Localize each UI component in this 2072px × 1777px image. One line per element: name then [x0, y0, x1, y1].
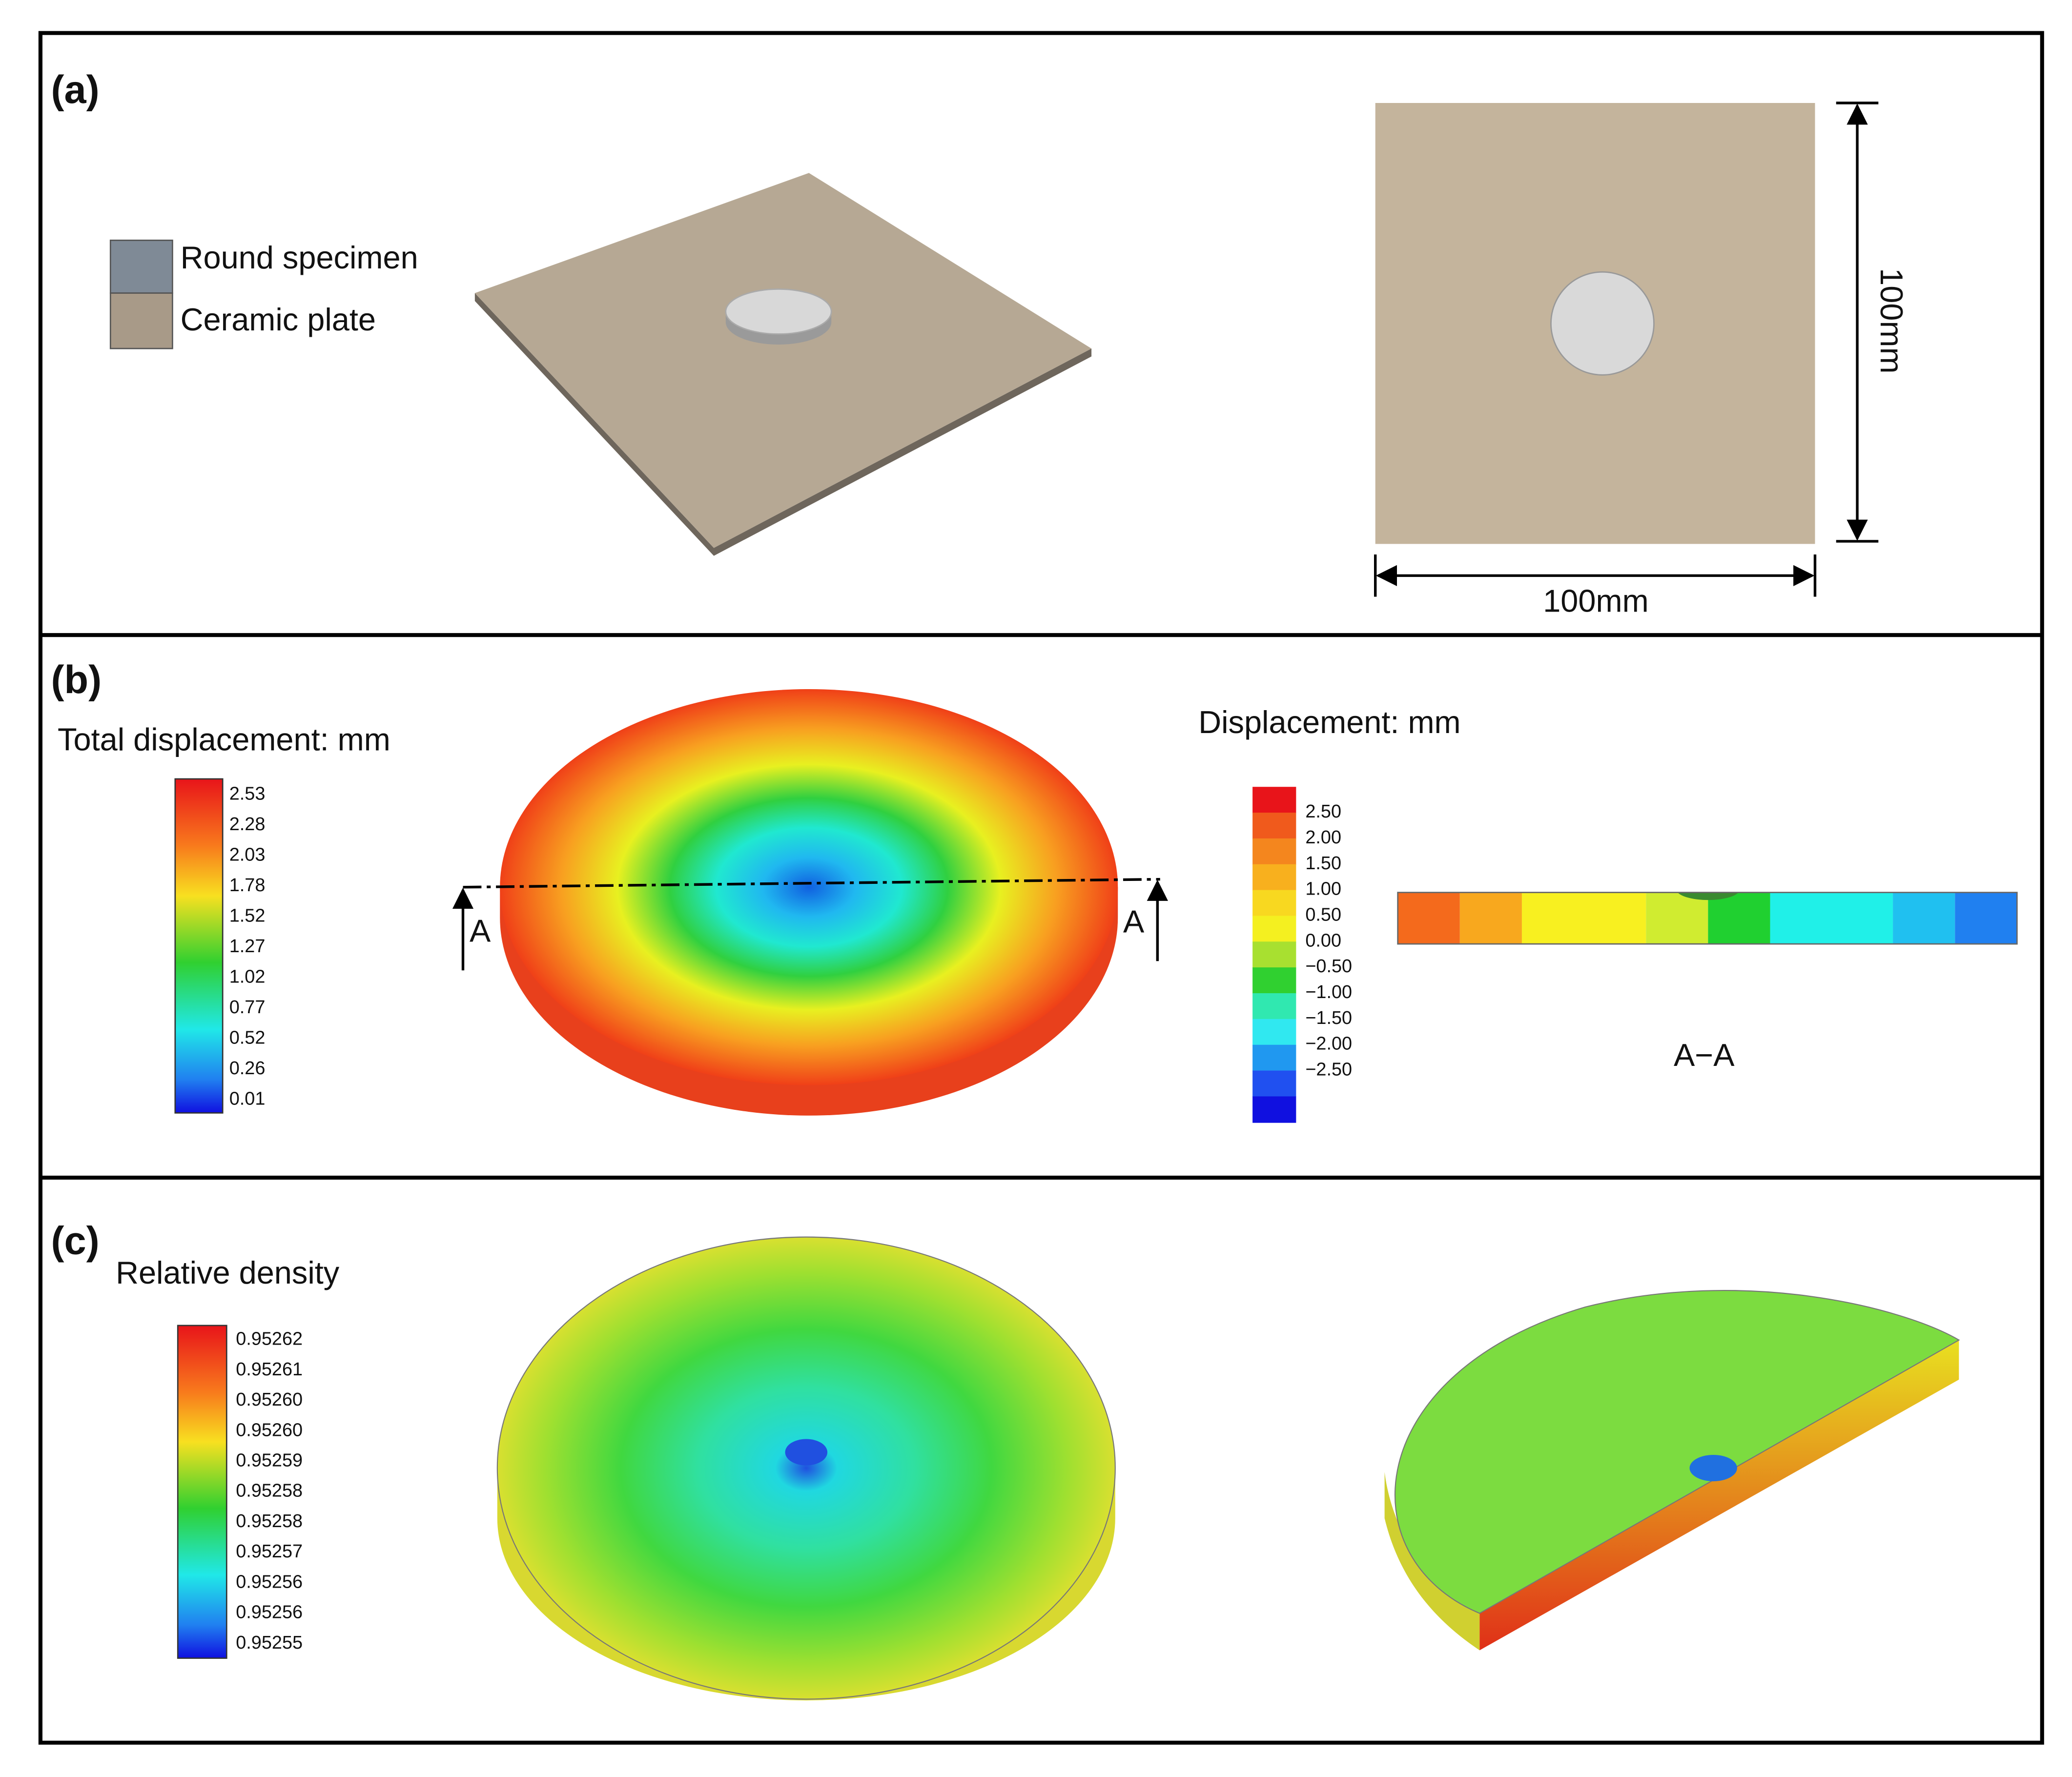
colorbar-block	[1252, 1044, 1296, 1071]
colorbar-block	[1252, 813, 1296, 839]
colorbar-tick-label: 1.50	[1305, 853, 1341, 874]
half-disk-top	[1394, 1290, 1960, 1614]
colorbar-block	[1252, 864, 1296, 891]
colorbar-tick-label: −0.50	[1305, 956, 1352, 977]
colorbar-block	[1252, 993, 1296, 1020]
colorbar-tick-label: 0.95256	[236, 1602, 303, 1623]
colorbar-title: Relative density	[116, 1255, 340, 1290]
colorbar-tick-label: 2.28	[229, 814, 266, 835]
colorbar-tick-label: 0.01	[229, 1088, 266, 1109]
legend-swatch	[109, 292, 173, 349]
width-label: 100mm	[1543, 583, 1648, 618]
colorbar-block	[1252, 890, 1296, 917]
colorbar-tick-label: 1.27	[229, 936, 266, 957]
half-disk-cut	[1479, 1340, 1959, 1651]
colorbar-tick-label: 0.95259	[236, 1450, 303, 1471]
colorbar-tick-label: 0.95262	[236, 1329, 303, 1349]
section-view	[1397, 892, 2018, 945]
colorbar-tick-label: 0.52	[229, 1027, 266, 1048]
section-marker: A	[1123, 904, 1145, 940]
colorbar-tick-label: −1.50	[1305, 1008, 1352, 1028]
disk-top	[496, 1236, 1116, 1700]
legend-label: Ceramic plate	[181, 302, 376, 337]
section-segment	[1955, 892, 2017, 944]
colorbar-tick-label: 0.77	[229, 997, 266, 1018]
half-disk-side	[1384, 1472, 1480, 1651]
section-segment	[1646, 892, 1708, 944]
colorbar-block	[1252, 916, 1296, 942]
colorbar-tick-label: −2.50	[1305, 1060, 1352, 1080]
specimen	[725, 288, 832, 335]
colorbar-tick-label: 0.50	[1305, 904, 1341, 925]
colorbar-tick-label: 2.53	[229, 783, 266, 804]
colorbar-block	[1252, 1070, 1296, 1097]
colorbar-tick-label: 0.95257	[236, 1541, 303, 1562]
colorbar-tick-label: −1.00	[1305, 982, 1352, 1002]
colorbar-tick-label: 1.78	[229, 875, 266, 896]
colorbar-tick-label: 2.00	[1305, 827, 1341, 848]
section-segment	[1770, 892, 1893, 944]
colorbar-block	[1252, 1096, 1296, 1123]
disk-top	[500, 689, 1118, 1085]
colorbar-block	[1252, 967, 1296, 994]
colorbar-block	[1252, 838, 1296, 865]
defect	[1689, 1454, 1737, 1482]
colorbar-tick-label: 1.52	[229, 905, 266, 926]
panel-label: (b)	[51, 658, 102, 702]
colorbar-tick-label: 0.95256	[236, 1572, 303, 1592]
colorbar-tick-label: 1.02	[229, 966, 266, 987]
colorbar	[177, 1325, 227, 1659]
colorbar-tick-label: 0.26	[229, 1058, 266, 1079]
legend-swatch	[109, 239, 173, 294]
colorbar-tick-label: 0.00	[1305, 930, 1341, 951]
colorbar	[174, 778, 224, 1114]
panel-label: (a)	[51, 68, 100, 112]
colorbar-tick-label: 0.95258	[236, 1481, 303, 1501]
colorbar-tick-label: 2.03	[229, 844, 266, 865]
height-label: 100mm	[1874, 268, 1909, 373]
section-line	[463, 878, 1160, 889]
section-outline	[1397, 892, 2018, 945]
section-segment	[1708, 892, 1770, 944]
panel-label: (c)	[51, 1219, 100, 1263]
colorbar-block	[1252, 787, 1296, 814]
colorbar-tick-label: 2.50	[1305, 801, 1341, 822]
plate	[474, 173, 1092, 548]
section-segment	[1459, 892, 1522, 944]
colorbar-tick-label: 0.95258	[236, 1511, 303, 1532]
colorbar-tick-label: −2.00	[1305, 1034, 1352, 1054]
section-label: A−A	[1674, 1037, 1735, 1073]
section-notch	[1678, 892, 1739, 900]
colorbar-tick-label: 0.95260	[236, 1389, 303, 1410]
discrete-colorbar	[1252, 787, 1296, 1123]
colorbar-block	[1252, 941, 1296, 968]
section-segment	[1397, 892, 1460, 944]
defect	[785, 1439, 828, 1466]
colorbar-tick-label: 0.95260	[236, 1420, 303, 1440]
section-segment	[1521, 892, 1646, 944]
frame	[38, 31, 2044, 1745]
colorbar-tick-label: 0.95261	[236, 1359, 303, 1380]
colorbar-title: Total displacement: mm	[58, 721, 390, 757]
colorbar-tick-label: 1.00	[1305, 879, 1341, 899]
section-segment	[1893, 892, 1955, 944]
colorbar-title: Displacement: mm	[1198, 704, 1460, 740]
specimen-top-view	[1550, 271, 1655, 376]
colorbar-tick-label: 0.95255	[236, 1633, 303, 1653]
legend-label: Round specimen	[181, 240, 418, 275]
colorbar-block	[1252, 1019, 1296, 1046]
section-marker: A	[470, 913, 491, 949]
